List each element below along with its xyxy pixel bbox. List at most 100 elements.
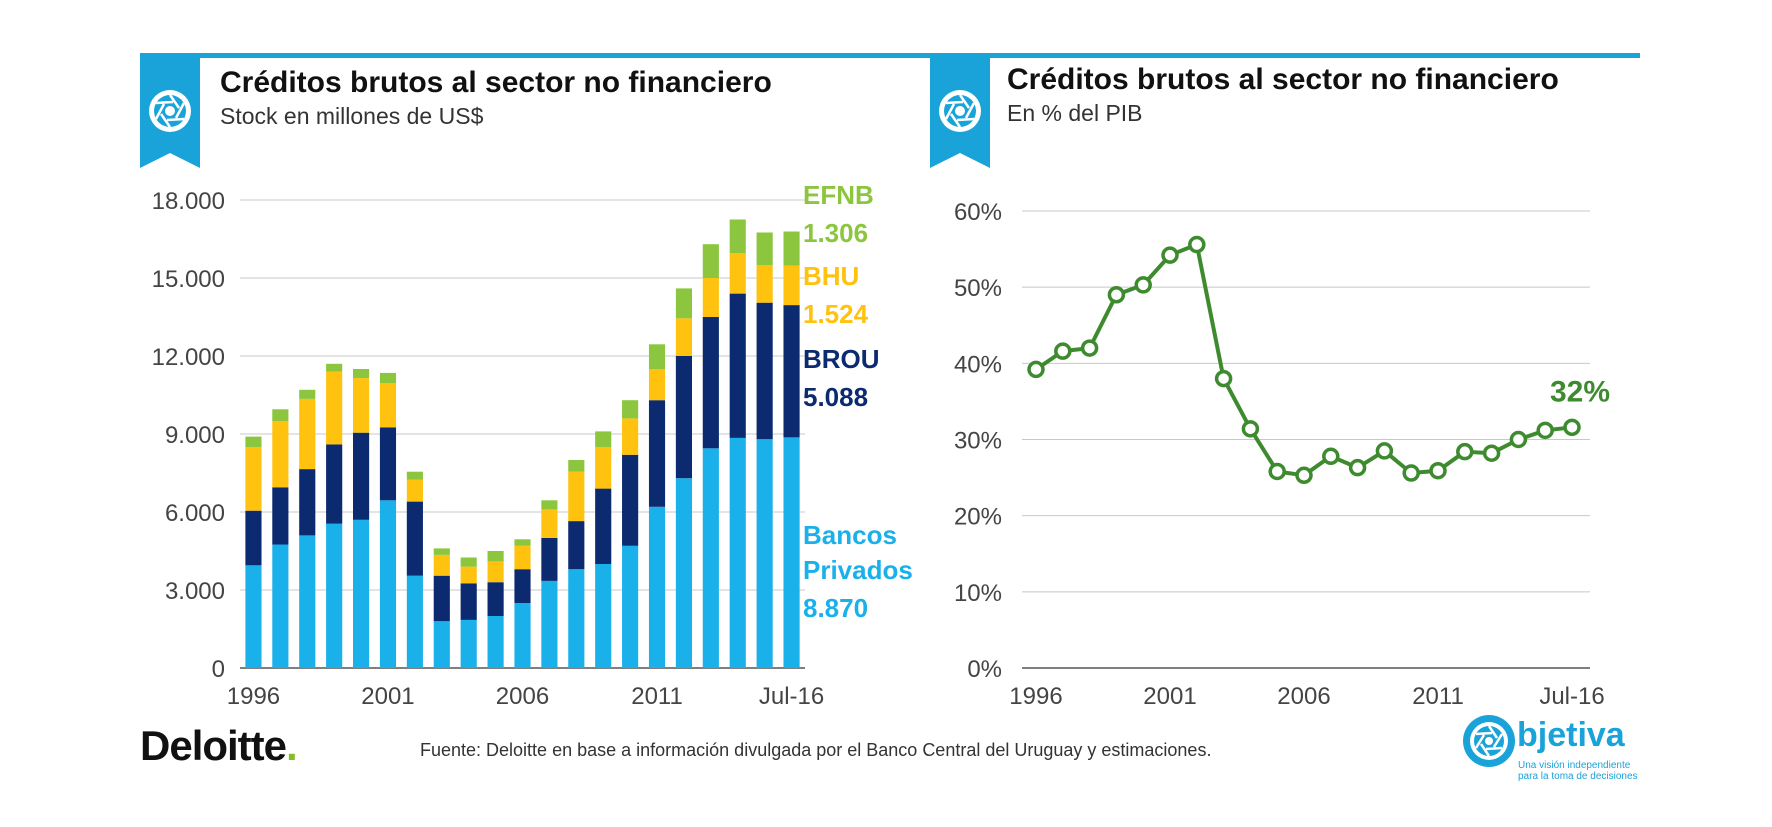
bar-segment-brou <box>622 454 639 546</box>
header-flag-left <box>140 53 200 168</box>
y-tick-label: 20% <box>954 504 1002 531</box>
data-point <box>1295 466 1313 485</box>
bar-segment-brou <box>702 317 719 449</box>
y-tick-label: 10% <box>954 580 1002 607</box>
data-point <box>1536 421 1554 440</box>
x-tick-label: 2006 <box>496 683 549 710</box>
bar-segment-bancos-privados <box>487 616 504 668</box>
bar-segment-bhu <box>568 471 585 522</box>
bar-segment-bhu <box>433 554 450 576</box>
right-chart-subtitle: En % del PIB <box>1007 100 1143 126</box>
bar-segment-efnb <box>756 232 773 265</box>
bar-segment-bancos-privados <box>514 603 531 668</box>
bar-segment-brou <box>460 583 477 620</box>
bar-segment-brou <box>487 582 504 616</box>
objetiva-word: bjetiva <box>1517 716 1625 754</box>
legend-label: Bancos <box>803 520 897 550</box>
bar-segment-bhu <box>541 509 558 538</box>
bar-segment-brou <box>406 501 423 576</box>
x-tick-label: 2011 <box>1412 683 1464 710</box>
bar-segment-bhu <box>245 447 262 511</box>
bar-segment-brou <box>568 521 585 570</box>
header-rule <box>140 53 1640 58</box>
bar-segment-efnb <box>272 409 289 421</box>
bar-segment-brou <box>595 488 612 564</box>
camera-shutter-icon <box>1463 715 1515 767</box>
y-tick-label: 40% <box>954 351 1002 378</box>
bar-segment-efnb <box>406 471 423 480</box>
bar-segment-efnb <box>353 369 370 379</box>
data-point <box>1161 246 1179 264</box>
bar-segment-bancos-privados <box>272 544 289 668</box>
y-tick-label: 6.000 <box>165 500 225 527</box>
data-point <box>1080 339 1099 357</box>
bar-segment-bhu <box>622 418 639 455</box>
bar-segment-efnb <box>648 344 666 369</box>
data-point <box>1268 462 1286 481</box>
bar-segment-bancos-privados <box>622 545 639 668</box>
bar-segment-brou <box>729 293 746 438</box>
bar-segment-bancos-privados <box>326 523 343 668</box>
bar-segment-efnb <box>675 288 692 319</box>
data-point <box>1429 461 1447 480</box>
bar-segment-efnb <box>487 551 504 562</box>
bar-segment-brou <box>433 575 450 622</box>
data-point <box>1134 276 1152 294</box>
bar-segment-bhu <box>299 398 316 470</box>
bar-segment-efnb <box>568 460 585 472</box>
bar-segment-bancos-privados <box>595 564 612 668</box>
bar-segment-bhu <box>595 447 612 489</box>
data-point <box>1509 430 1528 449</box>
bar-segment-brou <box>756 302 773 440</box>
stacked-bar-chart: 0 3.000 6.000 9.000 12.000 15.000 18.000 1996 20… <box>152 180 913 710</box>
end-value-label: 32% <box>1550 375 1610 408</box>
data-point <box>1214 369 1233 388</box>
bar-segment-bhu <box>326 371 343 445</box>
bar-segment-bancos-privados <box>379 500 397 668</box>
bar-segment-bhu <box>514 545 531 570</box>
bar-segment-bhu <box>648 369 666 401</box>
bar-segment-efnb <box>433 548 450 555</box>
source-note: Fuente: Deloitte en base a información d… <box>420 740 1212 760</box>
bar-segment-bhu <box>675 318 692 356</box>
objetiva-tagline-2: para la toma de decisiones <box>1518 771 1638 782</box>
data-point <box>1456 442 1474 461</box>
data-point <box>1322 447 1340 466</box>
x-tick-label: 2001 <box>361 683 414 710</box>
y-tick-label: 0% <box>967 656 1002 683</box>
legend-label: BROU <box>803 344 880 374</box>
y-tick-label: 50% <box>954 275 1002 302</box>
legend-label: Privados <box>803 555 913 585</box>
bar-segment-efnb <box>729 219 746 254</box>
bar-segment-brou <box>379 427 397 501</box>
end-value-label: 8.870 <box>803 593 868 623</box>
y-tick-label: 12.000 <box>152 344 225 371</box>
bar-segment-bancos-privados <box>568 569 585 668</box>
x-tick-label: Jul-16 <box>759 683 824 710</box>
bar-segment-efnb <box>460 557 477 567</box>
bar-segment-bhu <box>783 265 800 306</box>
bar-segment-bancos-privados <box>353 519 370 668</box>
objetiva-logo: bjetiva Una visión independiente para la… <box>1462 712 1652 782</box>
y-tick-label: 3.000 <box>165 578 225 605</box>
bar-segment-efnb <box>514 539 531 546</box>
bar-segment-brou <box>648 400 666 507</box>
bar-segment-bancos-privados <box>299 535 316 668</box>
data-point <box>1402 464 1420 482</box>
data-point <box>1482 444 1501 462</box>
y-tick-label: 0 <box>212 656 225 683</box>
x-tick-label: 1996 <box>227 683 280 710</box>
end-value-label: 5.088 <box>803 382 868 412</box>
bar-segment-brou <box>783 305 800 438</box>
y-tick-label: 18.000 <box>152 188 225 215</box>
y-tick-label: 9.000 <box>165 422 225 449</box>
bar-segment-efnb <box>299 389 316 399</box>
bar-segment-bhu <box>756 265 773 303</box>
bar-segment-bhu <box>379 383 397 428</box>
bar-segment-efnb <box>702 244 719 278</box>
end-value-label: 1.524 <box>803 299 869 329</box>
deloitte-logo: Deloitte. <box>140 722 298 769</box>
bar-segment-efnb <box>783 231 800 266</box>
camera-shutter-icon <box>149 90 191 132</box>
data-point <box>1027 360 1045 379</box>
